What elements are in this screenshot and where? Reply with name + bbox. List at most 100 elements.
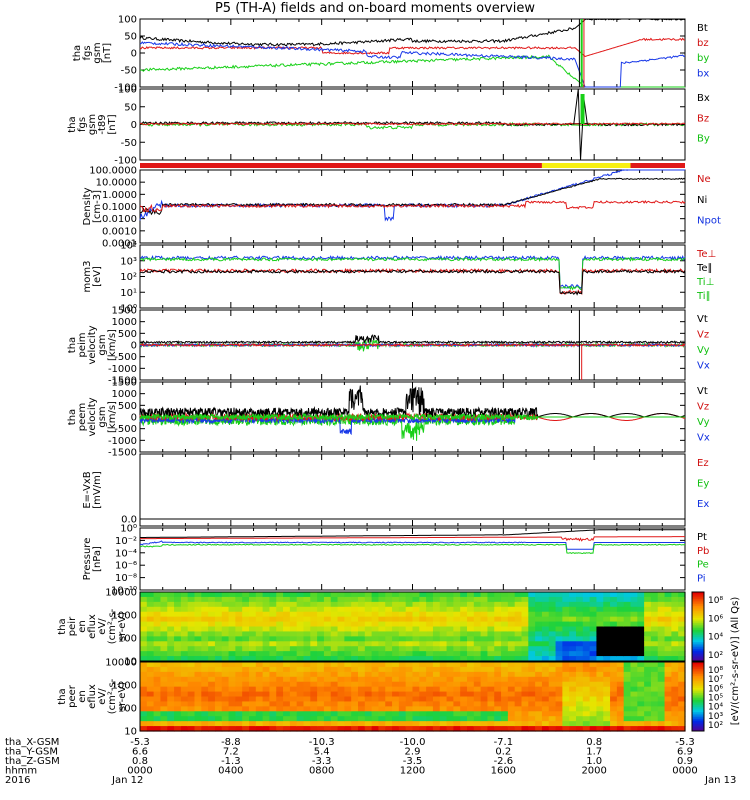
x-tick-label: 0400 (218, 766, 243, 777)
y-axis-label: tha (57, 618, 68, 634)
y-tick-label: 500 (118, 329, 137, 340)
x-tick-label: 7.2 (223, 747, 239, 758)
y-axis-label: [km/s] (107, 401, 118, 433)
x-axis-row-label: hhmm (5, 766, 37, 777)
x-tick-label: 1.7 (586, 747, 602, 758)
legend-entry: bx (697, 68, 709, 79)
y-axis-label: sr-eV) (117, 612, 128, 641)
y-axis-label: [mV/m] (92, 471, 103, 509)
x-tick-label: -3.3 (312, 756, 332, 767)
legend-entry: Vz (697, 330, 709, 341)
series-ti-par (139, 256, 686, 291)
x-axis-row-label: 2016 (5, 775, 30, 786)
x-tick-label: 0.8 (132, 756, 148, 767)
legend-entry: Pb (697, 546, 709, 557)
y-tick-label: 10.0000 (96, 178, 137, 189)
colorbar-tick-label: 10² (708, 651, 723, 661)
x-tick-label: -8.8 (221, 737, 241, 748)
y-tick-label: 10² (120, 272, 137, 283)
legend-entry: Te⊥ (696, 249, 716, 260)
y-tick-label: 1000 (112, 681, 137, 692)
series-bt (139, 18, 686, 47)
legend-entry: Npot (697, 216, 721, 227)
panel-frame (139, 661, 686, 732)
y-axis-label: en (77, 690, 88, 703)
y-tick-label: 0.1000 (102, 202, 137, 213)
series-te-par (140, 268, 686, 296)
legend-entry: Ti⊥ (696, 277, 714, 288)
series-bx (139, 41, 686, 88)
legend-entry: Vt (697, 314, 708, 325)
x-tick-label: -10.0 (400, 737, 426, 748)
series-te-perp (139, 267, 686, 296)
legend-entry: Ni (697, 195, 707, 206)
y-tick-label: 100 (118, 704, 137, 715)
y-tick-label: -50 (121, 66, 137, 77)
y-tick-label: -1000 (108, 436, 137, 447)
series-bz (139, 122, 686, 126)
y-axis-label: [cm-3] (92, 190, 103, 223)
y-tick-label: 1500 (112, 306, 137, 317)
series-vt (139, 334, 686, 345)
y-tick-label: 1000 (112, 317, 137, 328)
colorbar-tick-label: 10⁴ (708, 703, 723, 713)
x-tick-label: 2000 (581, 766, 606, 777)
x-tick-label: 1600 (491, 766, 516, 777)
y-axis-label: (cm²-s- (107, 678, 118, 714)
y-tick-label: 10 (124, 657, 137, 668)
y-tick-label: 10⁻⁸ (115, 573, 137, 584)
series-by (139, 121, 686, 130)
y-tick-label: 10⁻¹⁰ (111, 586, 137, 597)
y-tick-label: -1500 (108, 376, 137, 387)
y-tick-label: 10³ (120, 256, 137, 267)
legend-entry: Pi (697, 573, 706, 584)
colorbar-frame (691, 661, 705, 732)
y-tick-label: 1000 (112, 389, 137, 400)
y-axis-label: tha (67, 337, 78, 353)
y-tick-label: 0 (131, 341, 137, 352)
legend-entry: Vt (697, 386, 708, 397)
y-tick-label: 10⁴ (120, 241, 137, 252)
panel-frame (139, 244, 686, 309)
x-tick-label: 0000 (672, 766, 697, 777)
y-tick-label: 1500 (112, 378, 137, 389)
y-axis-label: velocity (87, 325, 98, 364)
y-axis-label: eV/ (97, 688, 108, 705)
colorbar-ion (692, 592, 704, 662)
y-tick-label: 100 (118, 85, 137, 96)
legend-entry: Ex (697, 499, 709, 510)
y-tick-label: 10000 (105, 588, 137, 599)
y-axis-label: gsm (92, 42, 103, 63)
y-axis-label: sr-eV) (117, 682, 128, 711)
y-tick-label: 100 (118, 634, 137, 645)
spike (573, 88, 588, 161)
y-tick-label: 0 (131, 49, 137, 60)
y-axis-label: [nT] (102, 43, 113, 63)
legend-entry: Vy (697, 417, 710, 428)
y-axis-label: (cm²-s- (107, 608, 118, 644)
x-axis-row-label: tha_Z-GSM (5, 756, 60, 767)
series-ni (139, 177, 686, 216)
legend-entry: bz (697, 38, 709, 49)
legend-entry: by (697, 53, 709, 64)
y-axis-label: tha (67, 409, 78, 425)
x-tick-label: 6.6 (132, 747, 148, 758)
legend-entry: Ey (697, 479, 709, 490)
x-tick-label: Jan 13 (704, 775, 736, 786)
legend-entry: Bx (697, 93, 710, 104)
x-tick-label: -5.3 (130, 737, 150, 748)
y-axis-label: [eV] (92, 266, 103, 287)
y-axis-label: peim (77, 332, 88, 357)
legend-entry: Vx (697, 361, 710, 372)
y-tick-label: 10⁻⁴ (115, 548, 137, 559)
y-axis-label: Pressure (82, 538, 93, 581)
x-tick-label: 6.9 (677, 747, 693, 758)
y-axis-label: -t89 (97, 114, 108, 134)
y-axis-label: [km/s] (107, 329, 118, 361)
series-vz (140, 342, 686, 348)
x-tick-label: -1.3 (221, 756, 241, 767)
mode-bar-fast (630, 163, 685, 168)
legend-entry: Vy (697, 345, 710, 356)
series-npot (139, 169, 685, 222)
legend-entry: Bz (697, 113, 709, 124)
